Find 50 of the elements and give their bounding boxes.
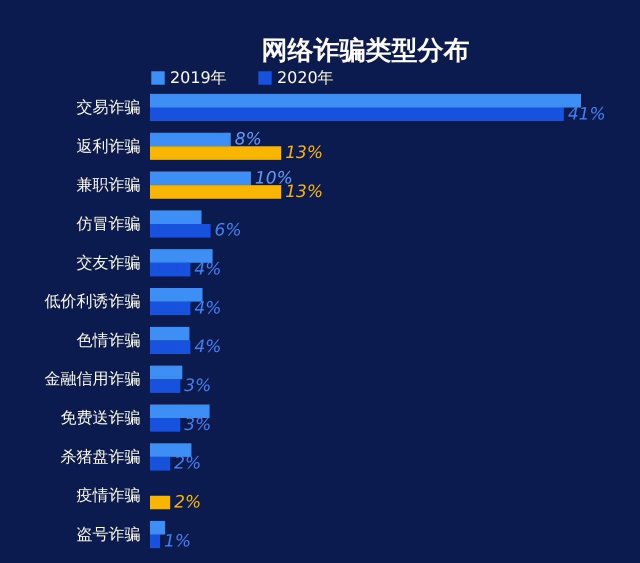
bar: [150, 107, 564, 122]
bar: [150, 443, 192, 457]
data-label: 4%: [194, 298, 222, 318]
bar: [150, 185, 282, 199]
bar: [150, 379, 180, 393]
y-tick-label: 兼职诈骗: [76, 175, 140, 194]
y-tick-label: 返利诈骗: [76, 136, 140, 156]
y-tick-label: 交易诈骗: [76, 97, 140, 116]
y-tick-label: 金融信用诈骗: [44, 369, 140, 388]
bar: [150, 224, 211, 238]
bar: [150, 302, 190, 316]
data-label: 6%: [214, 220, 242, 241]
chart-title: 网络诈骗类型分布: [262, 36, 470, 66]
y-tick-label: 杀猪盘诈骗: [60, 446, 140, 466]
bar: [150, 249, 213, 263]
y-tick-label: 色情诈骗: [76, 330, 140, 350]
data-label: 13%: [285, 143, 324, 164]
bar: [150, 210, 202, 224]
y-tick-label: 低价利诱诈骗: [44, 292, 140, 311]
bar: [150, 496, 170, 510]
legend-label: 2019年: [170, 68, 227, 87]
bar: [150, 146, 282, 160]
bar: [150, 172, 251, 186]
data-label: 8%: [234, 130, 262, 150]
y-tick-label: 交友诈骗: [76, 252, 140, 272]
data-label: 2%: [174, 454, 202, 474]
data-label: 3%: [184, 414, 212, 435]
data-label: 2%: [174, 492, 202, 512]
y-tick-label: 免费送诈骗: [60, 408, 140, 428]
bar: [150, 534, 160, 548]
data-label: 3%: [184, 376, 212, 396]
bar: [150, 132, 231, 146]
legend-label: 2020年: [277, 68, 334, 87]
bar: [150, 520, 166, 535]
y-tick-label: 疫情诈骗: [76, 486, 140, 505]
y-tick-label: 仿冒诈骗: [76, 214, 140, 233]
y-tick-label: 盗号诈骗: [76, 524, 140, 544]
bar: [150, 262, 190, 276]
bar: [150, 418, 180, 432]
bar: [150, 456, 170, 470]
bar: [150, 340, 190, 354]
data-label: 1%: [164, 531, 192, 552]
data-label: 41%: [568, 104, 606, 124]
bar: [150, 404, 210, 418]
data-label: 4%: [194, 337, 222, 358]
bar: [150, 326, 190, 340]
bar: [150, 94, 581, 108]
bar: [150, 366, 182, 380]
bar: [150, 288, 202, 302]
data-label: 4%: [194, 260, 222, 280]
